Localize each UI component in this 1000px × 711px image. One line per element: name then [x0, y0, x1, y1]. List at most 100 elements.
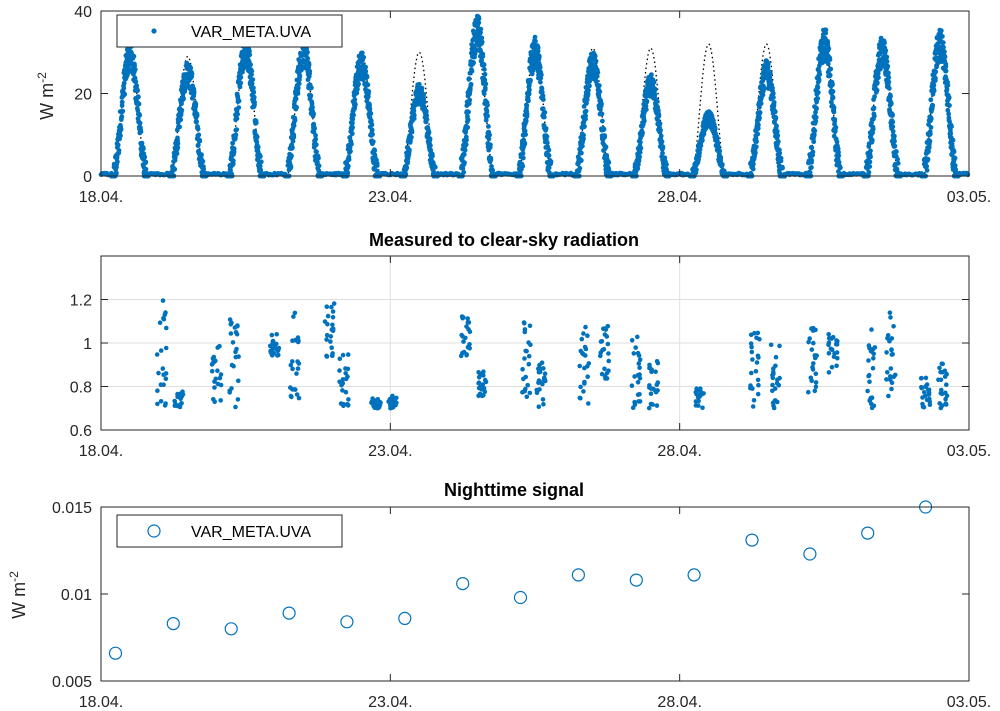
panel-1-uva-point [532, 34, 538, 40]
panel-1-uva-point [526, 91, 532, 97]
panel-2-ratio-point [325, 313, 331, 319]
panel-1-uva-point [809, 165, 814, 170]
panel-1-uva-point [466, 109, 471, 115]
panel-1-uva-point [582, 124, 587, 129]
panel-1-uva-point [398, 171, 404, 177]
panel-1-uva-point [649, 72, 654, 78]
panel-2-ratio-point [154, 352, 160, 357]
panel-1-uva-point [405, 159, 411, 165]
panel-1-uva-point [431, 169, 436, 174]
panel-1-uva-point [629, 171, 635, 177]
panel-2-ratio-point [542, 378, 548, 384]
panel-2-ratio-point [813, 380, 819, 385]
panel-1-uva-point [875, 71, 881, 76]
panel-1-uva-point [313, 136, 319, 142]
panel-1-uva-point [753, 144, 759, 150]
panel-1-uva-point [252, 99, 257, 105]
panel-1-uva-point [482, 71, 488, 77]
panel-1-uva-point [654, 98, 660, 104]
panel-1-uva-point [234, 116, 240, 121]
panel-2-ratio-point [476, 393, 481, 399]
panel-1-uva-point [687, 172, 693, 178]
panel-1-uva-point [644, 99, 650, 104]
panel-1-uva-point [196, 132, 202, 138]
panel-2-ratio-point [268, 350, 274, 355]
panel-1-uva-point [872, 94, 877, 99]
panel-1-uva-point [940, 34, 945, 39]
panel-2-ratio-point [290, 359, 295, 364]
panel-2-ratio-point [919, 385, 925, 391]
panel-1-uva-point [427, 136, 433, 142]
panel-2-ratio-point [273, 346, 279, 352]
panel-2-ratio-point [479, 387, 484, 392]
panel-2-ratio-point [754, 360, 760, 365]
panel-1-uva-point [309, 85, 314, 91]
panel-1-uva-point [886, 86, 892, 91]
panel-1-uva-point [537, 65, 543, 70]
panel-1-uva-point [751, 161, 756, 167]
panel-1-uva-point [175, 141, 181, 147]
panel-1-uva-point [416, 81, 422, 87]
panel-1-uva-point [237, 84, 243, 90]
panel-1-uva-point [812, 128, 818, 134]
panel-3-night-point [745, 533, 759, 547]
panel-2-ratio-point [581, 331, 586, 336]
panel-1-uva-point [351, 112, 356, 118]
panel-1-uva-point [197, 138, 203, 144]
panel-2-ratio-point [579, 336, 585, 342]
panel-1-uva-point [890, 129, 896, 134]
panel-1-uva-point [885, 64, 891, 69]
panel-1-uva-point [536, 54, 542, 60]
panel-1-uva-point [465, 117, 471, 123]
panel-2-ratio-point [526, 361, 532, 367]
panel-1-uva-point [520, 163, 526, 169]
panel-1-uva-point [359, 50, 365, 56]
panel-1-uva-point [638, 139, 643, 145]
panel-1-uva-point [366, 89, 372, 94]
panel-1-uva-point [346, 157, 352, 163]
panel-1-uva-point [361, 54, 367, 60]
panel-1-uva-point [813, 118, 819, 124]
panel-1-uva-point [234, 127, 240, 132]
panel-2-ratio-point [632, 399, 637, 405]
panel-1-uva-point [584, 97, 590, 103]
panel-3-night-point [398, 611, 412, 626]
panel-1-uva-point [310, 105, 315, 110]
panel-2-ratio-point [600, 347, 605, 353]
panel-1-uva-point [313, 133, 318, 138]
panel-2-ratio-point [157, 320, 163, 326]
panel-2-ratio-point [749, 344, 754, 350]
panel-1-x-tick-label: 18.04. [79, 189, 123, 206]
panel-2-ratio-point [771, 369, 776, 375]
panel-2-ratio-point [807, 336, 812, 341]
panel-2-ratio-point [524, 348, 529, 354]
panel-2-ratio-point [540, 381, 545, 387]
panel-2-ratio-point [394, 395, 399, 401]
panel-2-ratio-point [324, 304, 330, 310]
panel-2-ratio-point [180, 392, 186, 397]
panel-2-ratio-point [694, 386, 699, 392]
panel-1-uva-point [369, 127, 375, 133]
panel-1-uva-point [599, 111, 605, 117]
panel-1-uva-point [698, 143, 704, 149]
panel-2-ratio-point [829, 336, 834, 341]
panel-1-x-tick-label: 23.04. [368, 189, 412, 206]
panel-2-ratio-point [866, 358, 871, 363]
panel-2-ratio-point [755, 377, 761, 383]
panel-2-ratio-point [813, 384, 819, 390]
panel-1-uva-point [295, 85, 301, 91]
panel-2-ratio-point [889, 380, 895, 386]
panel-1-uva-point [640, 130, 645, 136]
panel-2-ratio-point [524, 394, 530, 400]
panel-2-ratio-point [163, 376, 169, 382]
panel-1-uva-point [543, 126, 549, 131]
panel-1-uva-point [931, 82, 937, 88]
panel-1-uva-point [883, 48, 889, 53]
panel-2-ratio-point [536, 404, 542, 410]
panel-2-ratio-point [752, 330, 757, 336]
panel-1-uva-point [230, 140, 236, 146]
panel-1-uva-point [367, 102, 372, 108]
panel-1-uva-point [115, 142, 121, 148]
panel-2-ratio-point [938, 377, 944, 383]
panel-1-uva-point [712, 126, 718, 132]
